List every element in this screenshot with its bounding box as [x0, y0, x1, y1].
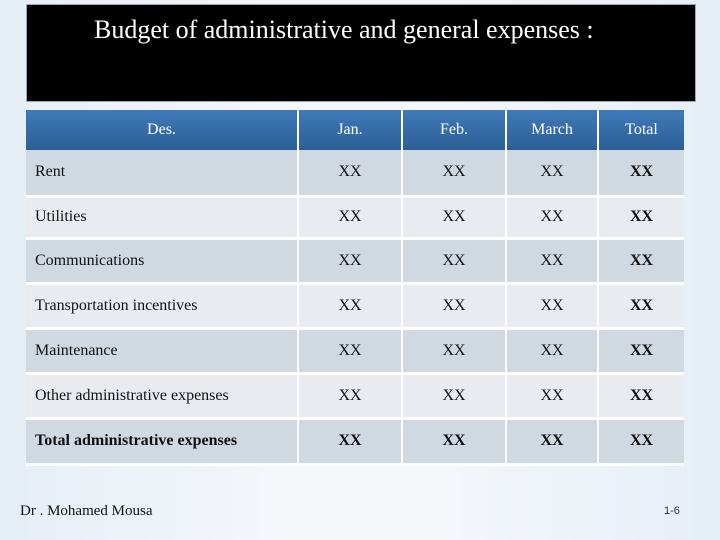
cell-total: XX [598, 196, 684, 240]
table-row: Utilities XX XX XX XX [26, 196, 684, 240]
table-row: Transportation incentives XX XX XX XX [26, 283, 684, 330]
cell-march: XX [506, 238, 599, 285]
total-row: Total administrative expenses XX XX XX X… [26, 418, 684, 466]
cell-jan: XX [298, 283, 403, 330]
row-label: Maintenance [26, 328, 299, 375]
cell-jan: XX [298, 328, 403, 375]
cell-jan: XX [298, 373, 403, 420]
row-label: Other administrative expenses [26, 373, 299, 420]
header-total: Total [598, 110, 684, 150]
slide-title: Budget of administrative and general exp… [94, 15, 594, 44]
cell-total: XX [598, 328, 684, 375]
cell-march: XX [506, 196, 599, 240]
cell-feb: XX [402, 283, 507, 330]
cell-jan: XX [298, 150, 403, 198]
cell-feb: XX [402, 150, 507, 198]
table-row: Communications XX XX XX XX [26, 238, 684, 285]
header-march: March [506, 110, 599, 150]
cell-feb: XX [402, 328, 507, 375]
header-jan: Jan. [298, 110, 403, 150]
row-label: Utilities [26, 196, 299, 240]
cell-march: XX [506, 418, 599, 466]
cell-march: XX [506, 283, 599, 330]
table-row: Maintenance XX XX XX XX [26, 328, 684, 375]
cell-march: XX [506, 373, 599, 420]
header-feb: Feb. [402, 110, 507, 150]
cell-jan: XX [298, 196, 403, 240]
cell-feb: XX [402, 238, 507, 285]
cell-feb: XX [402, 373, 507, 420]
budget-table: Des. Jan. Feb. March Total Rent XX XX XX… [26, 110, 684, 466]
row-label: Communications [26, 238, 299, 285]
cell-total: XX [598, 373, 684, 420]
page-number: 1-6 [664, 505, 680, 517]
cell-total: XX [598, 150, 684, 198]
header-row: Des. Jan. Feb. March Total [26, 110, 684, 150]
header-des: Des. [26, 110, 299, 150]
cell-feb: XX [402, 196, 507, 240]
table-row: Rent XX XX XX XX [26, 150, 684, 198]
title-banner: Budget of administrative and general exp… [26, 4, 696, 102]
cell-total: XX [598, 283, 684, 330]
cell-feb: XX [402, 418, 507, 466]
cell-total: XX [598, 238, 684, 285]
cell-march: XX [506, 328, 599, 375]
cell-total: XX [598, 418, 684, 466]
cell-jan: XX [298, 418, 403, 466]
cell-jan: XX [298, 238, 403, 285]
table-row: Other administrative expenses XX XX XX X… [26, 373, 684, 420]
cell-march: XX [506, 150, 599, 198]
row-label: Rent [26, 150, 299, 198]
row-label: Transportation incentives [26, 283, 299, 330]
row-label: Total administrative expenses [26, 418, 299, 466]
footer-author: Dr . Mohamed Mousa [20, 503, 153, 519]
